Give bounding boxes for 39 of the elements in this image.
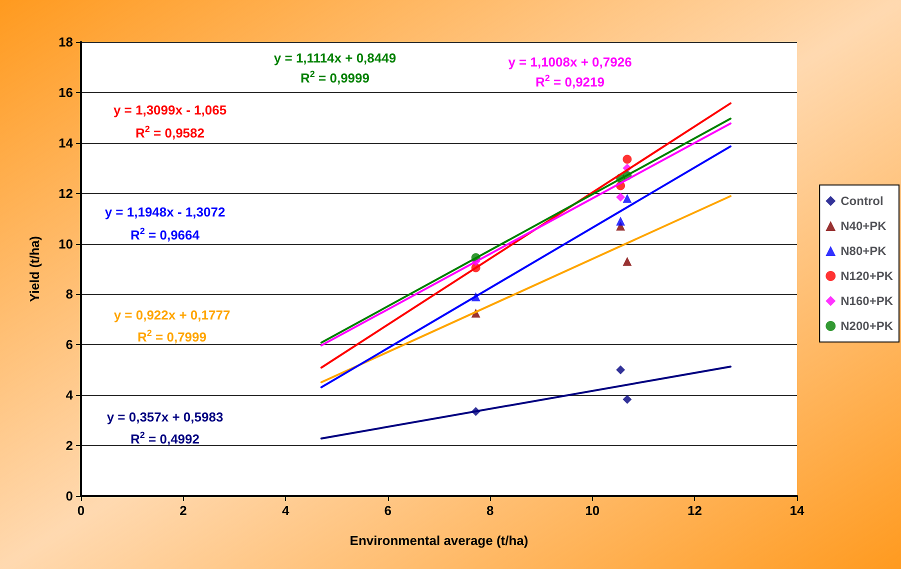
x-tick-label: 12 [687, 503, 702, 518]
x-tick-label: 6 [384, 503, 392, 518]
annotation: y = 0,357x + 0,5983 [106, 410, 224, 424]
y-axis-title: Yield (t/ha) [27, 236, 42, 302]
x-tick-label: 8 [486, 503, 494, 518]
point [616, 216, 626, 226]
x-tick-label: 0 [77, 503, 85, 518]
annotation: y = 1,1114x + 0,8449 [274, 50, 396, 66]
legend-label: N80+PK [840, 244, 887, 258]
y-tick-label: 14 [58, 135, 74, 150]
legend-label: N120+PK [840, 269, 894, 283]
point [622, 154, 632, 164]
y-tick-label: 8 [66, 286, 73, 302]
x-axis-title: Environmental average (t/ha) [350, 533, 528, 548]
point [622, 194, 632, 203]
point [622, 394, 632, 404]
y-tick-label: 18 [58, 34, 73, 50]
legend-label: N40+PK [840, 219, 887, 233]
point [622, 256, 632, 266]
point [616, 192, 626, 202]
point [616, 365, 626, 374]
x-tick-label: 2 [180, 503, 187, 518]
annotation: y = 0,922x + 0,1777 [114, 308, 230, 322]
y-tick-label: 16 [58, 84, 73, 100]
y-tick-label: 12 [58, 186, 73, 201]
x-tick-label: 4 [282, 503, 290, 518]
x-tick-label: 10 [585, 503, 600, 518]
y-tick-label: 4 [66, 388, 74, 403]
y-tick-label: 6 [66, 337, 73, 352]
annotation: y = 1,3099x - 1,065 [113, 102, 227, 118]
annotation: y = 1,1948x - 1,3072 [104, 204, 226, 220]
legend-label: Control [840, 194, 884, 208]
annotation: y = 1,1008x + 0,7926 [508, 54, 632, 70]
y-tick-label: 2 [66, 438, 73, 454]
y-tick-label: 10 [58, 236, 73, 252]
legend-label: N160+PK [840, 294, 894, 308]
x-tick-label: 14 [790, 503, 805, 518]
legend-label: N200+PK [840, 319, 894, 333]
y-tick-label: 0 [66, 488, 73, 504]
